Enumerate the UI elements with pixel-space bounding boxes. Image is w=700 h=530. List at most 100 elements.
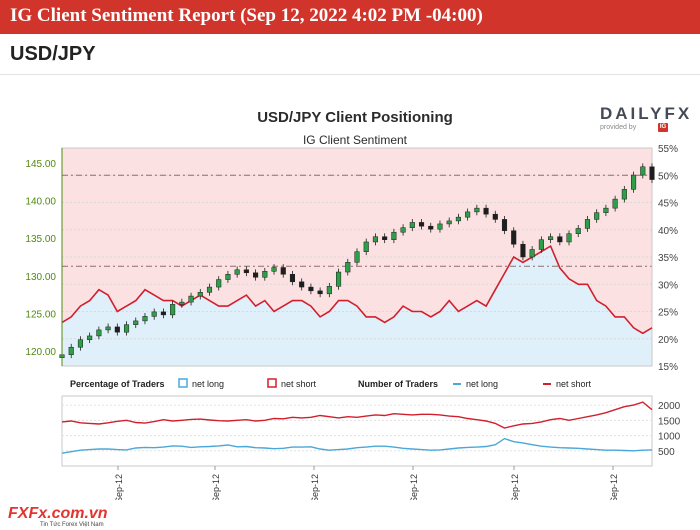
candle-body — [437, 223, 443, 230]
candle-body — [446, 220, 452, 225]
candle-body — [243, 269, 249, 274]
chart-title: USD/JPY Client Positioning — [257, 109, 453, 126]
candle-body — [566, 233, 572, 243]
report-title: IG Client Sentiment Report (Sep 12, 2022… — [10, 5, 483, 26]
candle-body — [179, 301, 185, 305]
fxfx-watermark: FXFx.com.vn Tin Tức Forex Việt Nam — [0, 500, 170, 530]
candle-body — [160, 311, 166, 316]
chart-subtitle: IG Client Sentiment — [303, 133, 408, 147]
dailyfx-provided-by: provided by — [600, 124, 637, 131]
candle-body — [123, 324, 130, 333]
candle-body — [114, 326, 120, 333]
candle-body — [575, 228, 581, 234]
candle-body — [621, 189, 627, 200]
candle-body — [455, 216, 461, 222]
dailyfx-logo-text: DAILYFX — [600, 104, 693, 123]
candle-body — [649, 166, 655, 180]
count-legend-net-long-label: net long — [466, 379, 498, 389]
watermark-text: FXFx.com.vn — [8, 505, 108, 522]
candle-body — [317, 290, 323, 295]
candle-body — [133, 320, 139, 325]
candle-body — [428, 225, 434, 230]
price-tick-label: 145.00 — [25, 159, 56, 170]
candle-body — [584, 219, 591, 229]
percent-tick-label: 25% — [658, 308, 678, 319]
candle-body — [354, 251, 360, 263]
candle-body — [492, 213, 498, 220]
price-tick-label: 125.00 — [25, 309, 56, 320]
price-tick-label: 130.00 — [25, 272, 56, 283]
candle-body — [262, 271, 268, 278]
x-tick-label: 2022-Sep-12 — [510, 474, 520, 500]
candle-body — [68, 346, 74, 355]
candle-body — [271, 267, 277, 272]
count-legend-title: Number of Traders — [358, 379, 438, 389]
candle-body — [612, 198, 618, 209]
candle-body — [151, 311, 157, 317]
net-long-area — [62, 246, 652, 366]
dailyfx-logo: DAILYFX provided by IG — [600, 104, 692, 134]
candle-body — [345, 262, 351, 273]
percent-tick-label: 35% — [658, 253, 678, 264]
candle-body — [299, 281, 305, 288]
x-tick-label: 2022-Sep-12 — [310, 474, 320, 500]
candle-body — [557, 236, 563, 243]
count-tick-label: 2000 — [658, 401, 681, 412]
candle-body — [280, 267, 286, 275]
candle-body — [631, 174, 637, 190]
currency-pair-title: USD/JPY — [10, 43, 96, 65]
legend-net-long-label: net long — [192, 379, 224, 389]
pct-legend-title: Percentage of Traders — [70, 379, 165, 389]
candle-body — [400, 227, 406, 233]
count-tick-label: 1000 — [658, 432, 681, 443]
candle-body — [483, 207, 489, 215]
report-banner: IG Client Sentiment Report (Sep 12, 2022… — [0, 0, 700, 34]
candle-body — [640, 166, 646, 176]
net-long-count-line — [61, 437, 653, 454]
candle-body — [77, 339, 83, 348]
candle-body — [603, 207, 609, 213]
candle-body — [363, 241, 369, 252]
candle-body — [391, 231, 397, 240]
sentiment-chart: USD/JPY Client Positioning IG Client Sent… — [25, 109, 681, 500]
percent-tick-label: 15% — [658, 362, 678, 373]
candle-body — [511, 230, 517, 245]
candle-body — [96, 329, 102, 337]
percent-tick-label: 55% — [658, 144, 678, 155]
x-tick-label: 2022-Sep-12 — [114, 474, 124, 500]
candle-body — [520, 243, 526, 258]
price-tick-label: 135.00 — [25, 234, 56, 245]
candle-body — [529, 249, 535, 258]
candle-body — [336, 271, 342, 287]
price-tick-label: 140.00 — [25, 197, 56, 208]
candle-body — [326, 286, 332, 295]
count-tick-label: 500 — [658, 447, 675, 458]
candle-body — [538, 239, 544, 250]
legend-swatch-net-short — [267, 378, 277, 388]
percent-tick-label: 40% — [658, 226, 678, 237]
header-divider — [0, 74, 700, 75]
percent-tick-label: 30% — [658, 280, 678, 291]
x-tick-label: 2022-Sep-12 — [609, 474, 619, 500]
candle-body — [87, 335, 93, 340]
x-tick-label: 2022-Sep-12 — [409, 474, 419, 500]
candle-body — [548, 236, 554, 240]
percent-tick-label: 20% — [658, 335, 678, 346]
candle-body — [216, 279, 222, 288]
candle-body — [372, 236, 378, 243]
candle-body — [594, 212, 600, 220]
ig-logo-icon: IG — [658, 123, 668, 132]
legend-net-short-label: net short — [281, 379, 317, 389]
candle-body — [234, 269, 240, 275]
candle-body — [409, 222, 415, 228]
candle-body — [105, 326, 111, 331]
candle-body — [225, 274, 231, 280]
candle-body — [142, 316, 148, 322]
candle-body — [289, 274, 296, 283]
net-short-count-line — [61, 401, 653, 429]
candle-body — [253, 272, 259, 278]
candle-body — [308, 286, 314, 292]
legend-swatch-net-long — [178, 378, 188, 388]
percent-tick-label: 45% — [658, 199, 678, 210]
candle-body — [170, 304, 176, 316]
